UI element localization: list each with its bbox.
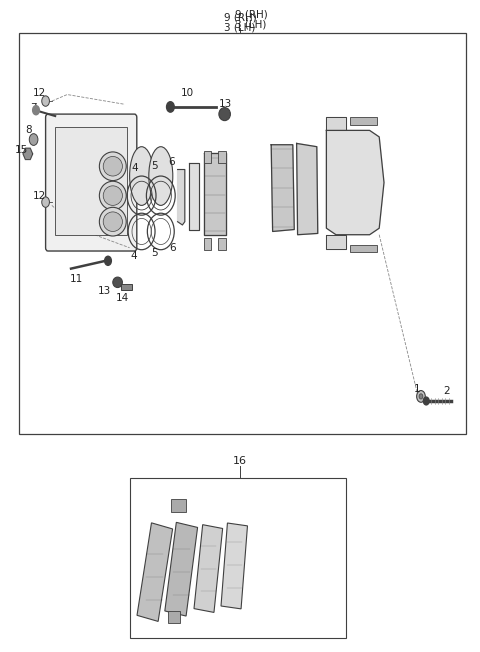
Text: 12: 12 (33, 190, 46, 201)
Bar (130, 478, 346, 638)
Bar (350, 244, 377, 252)
Circle shape (33, 106, 39, 115)
Text: 9 (RH): 9 (RH) (224, 12, 256, 23)
Ellipse shape (417, 391, 425, 402)
Bar (55, 127, 127, 235)
Text: 15: 15 (15, 145, 28, 155)
Text: 16: 16 (233, 456, 247, 466)
Ellipse shape (103, 186, 122, 205)
Text: 7: 7 (30, 102, 37, 113)
Bar (19, 33, 466, 434)
Text: 9 (RH): 9 (RH) (235, 9, 268, 20)
Ellipse shape (99, 152, 126, 181)
Bar (204, 151, 211, 163)
Text: 6: 6 (169, 243, 176, 253)
Circle shape (42, 197, 49, 207)
Polygon shape (271, 145, 294, 231)
Polygon shape (178, 170, 185, 225)
Bar (204, 238, 211, 250)
Circle shape (29, 134, 38, 145)
Ellipse shape (219, 108, 230, 121)
Text: 4: 4 (131, 163, 138, 173)
Polygon shape (194, 525, 223, 612)
Bar (168, 611, 180, 623)
Bar (350, 117, 377, 125)
Text: 8: 8 (25, 125, 32, 136)
Text: 3 (LH): 3 (LH) (224, 22, 256, 33)
Text: 13: 13 (98, 286, 111, 297)
Polygon shape (204, 153, 226, 235)
Ellipse shape (130, 147, 154, 205)
Text: 5: 5 (151, 248, 158, 258)
Bar (218, 238, 226, 250)
Ellipse shape (99, 207, 126, 236)
Ellipse shape (113, 277, 122, 288)
Text: 11: 11 (70, 274, 84, 284)
Circle shape (105, 256, 111, 265)
Text: 6: 6 (168, 156, 175, 167)
Polygon shape (137, 523, 173, 621)
Text: 3 (LH): 3 (LH) (235, 19, 266, 29)
Ellipse shape (103, 156, 122, 176)
Text: 5: 5 (151, 161, 158, 171)
Text: 1: 1 (414, 384, 421, 394)
FancyBboxPatch shape (46, 114, 137, 251)
Circle shape (167, 102, 174, 112)
Polygon shape (326, 117, 346, 130)
Polygon shape (326, 235, 346, 249)
Text: 14: 14 (116, 293, 129, 303)
Text: 4: 4 (130, 251, 137, 261)
Circle shape (423, 397, 429, 405)
Polygon shape (326, 130, 384, 235)
Polygon shape (23, 148, 33, 160)
Ellipse shape (419, 394, 423, 399)
Polygon shape (189, 163, 199, 230)
Text: 10: 10 (180, 87, 194, 98)
Ellipse shape (99, 181, 126, 210)
Bar (121, 284, 132, 290)
Bar (218, 151, 226, 163)
Text: 12: 12 (33, 88, 46, 98)
Ellipse shape (149, 147, 173, 205)
Polygon shape (165, 522, 198, 616)
Polygon shape (297, 143, 318, 235)
Circle shape (42, 96, 49, 106)
Text: 2: 2 (443, 386, 450, 396)
Bar (171, 499, 186, 512)
Ellipse shape (103, 212, 122, 231)
Text: 13: 13 (219, 99, 232, 110)
Polygon shape (221, 523, 248, 609)
